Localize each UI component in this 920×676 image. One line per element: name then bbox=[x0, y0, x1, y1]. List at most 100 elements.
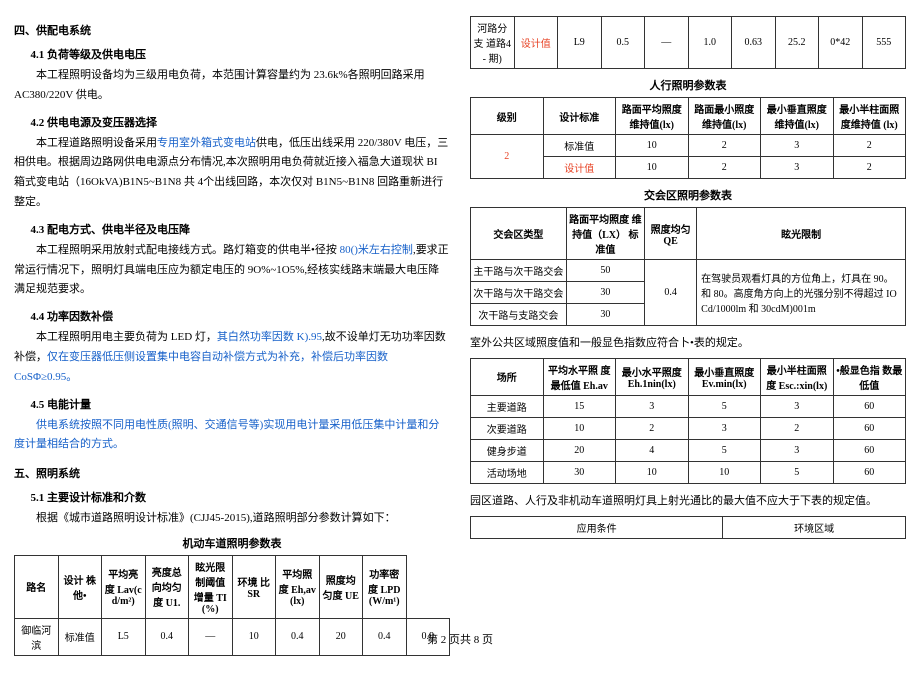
td: 5 bbox=[761, 461, 834, 483]
td: 2 bbox=[833, 135, 906, 157]
td: 设计值 bbox=[543, 157, 616, 179]
blue-text: 80()米左右控制 bbox=[340, 244, 413, 256]
td: 2 bbox=[833, 157, 906, 179]
td: 5 bbox=[688, 439, 761, 461]
td: 健身步道 bbox=[471, 439, 544, 461]
td: 10 bbox=[543, 417, 616, 439]
td: 25.2 bbox=[775, 17, 819, 69]
page-footer: 第 2 页共 8 页 bbox=[0, 631, 920, 647]
td: 30 bbox=[566, 282, 644, 304]
td: 5 bbox=[688, 395, 761, 417]
sub-4-5: 4.5 电能计量 bbox=[14, 396, 450, 412]
td: 2 bbox=[688, 157, 761, 179]
para-after-t4: 园区道路、人行及非机动车道照明灯具上射光通比的最大值不应大于下表的规定值。 bbox=[470, 492, 906, 512]
para-4-3: 本工程照明采用放射式配电接线方式。路灯箱变的供电半•径按 80()米左右控制,要… bbox=[14, 241, 450, 300]
td: 10 bbox=[616, 157, 689, 179]
td: 3 bbox=[761, 135, 834, 157]
td: 555 bbox=[862, 17, 906, 69]
th: 环境 比 SR bbox=[232, 555, 276, 618]
sub-4-3: 4.3 配电方式、供电半径及电压降 bbox=[14, 221, 450, 237]
th: 交会区类型 bbox=[471, 208, 567, 260]
sub-4-4: 4.4 功率因数补偿 bbox=[14, 308, 450, 324]
sub-4-2: 4.2 供电电源及变压器选择 bbox=[14, 114, 450, 130]
td: 3 bbox=[761, 157, 834, 179]
td: 20 bbox=[543, 439, 616, 461]
td: 30 bbox=[566, 304, 644, 326]
sub-5-1: 5.1 主要设计标准和介数 bbox=[14, 489, 450, 505]
th: 最小垂直照度 Ev.min(lx) bbox=[688, 358, 761, 395]
motorway-lighting-table-cont: 河路分支 道路4- 期) 设计值 L9 0.5 — 1.0 0.63 25.2 … bbox=[470, 16, 906, 69]
sub-4-1: 4.1 负荷等级及供电电压 bbox=[14, 46, 450, 62]
td: 3 bbox=[616, 395, 689, 417]
th: 最小水平照度 Eh.1nin(lx) bbox=[616, 358, 689, 395]
td: 3 bbox=[688, 417, 761, 439]
para-4-2: 本工程道路照明设备采用专用室外箱式变电站供电，低压出线采用 220/380V 电… bbox=[14, 134, 450, 213]
th: 平均水平照 度最低值 Eh.av bbox=[543, 358, 616, 395]
td: 活动场地 bbox=[471, 461, 544, 483]
td: 2 bbox=[761, 417, 834, 439]
table-1-title: 机动车道照明参数表 bbox=[14, 535, 450, 551]
ulor-table: 应用条件 环境区域 bbox=[470, 516, 906, 539]
th: 路面平均照度 维持值（LX） 标准值 bbox=[566, 208, 644, 260]
th: 平均照度 Eh,av (lx) bbox=[276, 555, 320, 618]
intersection-lighting-table: 交会区类型 路面平均照度 维持值（LX） 标准值 照度均匀 QE 眩光限制 主干… bbox=[470, 207, 906, 326]
table-3-title: 交会区照明参数表 bbox=[470, 187, 906, 203]
th: 最小半柱面照度维持值 (lx) bbox=[833, 98, 906, 135]
section-4-heading: 四、供配电系统 bbox=[14, 22, 450, 38]
th: 设计标准 bbox=[543, 98, 616, 135]
para-after-t3: 室外公共区域照度值和一般显色指数应符合卜•表的规定。 bbox=[470, 334, 906, 354]
td: 0*42 bbox=[819, 17, 863, 69]
td: 10 bbox=[616, 461, 689, 483]
th: 平均亮度 Lav(cd/m²) bbox=[102, 555, 146, 618]
pedestrian-lighting-table: 级别 设计标准 路面平均照度 维持值(lx) 路面最小照度 维持值(lx) 最小… bbox=[470, 97, 906, 179]
td: 河路分支 道路4- 期) bbox=[471, 17, 515, 69]
td: 2 bbox=[616, 417, 689, 439]
td: 0.5 bbox=[601, 17, 645, 69]
t: 本工程照明用电主要负荷为 LED 灯， bbox=[36, 331, 217, 343]
td: 15 bbox=[543, 395, 616, 417]
td: 设计值 bbox=[514, 17, 558, 69]
section-5-heading: 五、照明系统 bbox=[14, 465, 450, 481]
th: 路面平均照度 维持值(lx) bbox=[616, 98, 689, 135]
td: 3 bbox=[761, 395, 834, 417]
blue-text: 仅在变压器低压侧设置集中电容自动补偿方式为补充，补偿后功率因数 CoSΦ≥0.9… bbox=[14, 351, 388, 383]
t: 本工程道路照明设备采用 bbox=[36, 137, 157, 149]
table-2-title: 人行照明参数表 bbox=[470, 77, 906, 93]
th: 最小垂直照度 维持值(lx) bbox=[761, 98, 834, 135]
td: 主干路与次干路交会 bbox=[471, 260, 567, 282]
th: 眩光限制 bbox=[697, 208, 906, 260]
td: 2 bbox=[688, 135, 761, 157]
td: 60 bbox=[833, 439, 906, 461]
td: 50 bbox=[566, 260, 644, 282]
th: 照度均匀 QE bbox=[644, 208, 696, 260]
td: 60 bbox=[833, 417, 906, 439]
para-4-4: 本工程照明用电主要负荷为 LED 灯，其白然功率因数 K).95,故不设单灯无功… bbox=[14, 328, 450, 387]
th: 功率密度 LPD (W/m¹) bbox=[363, 555, 407, 618]
para-4-5: 供电系统按照不同用电性质(照明、交通信号等)实现用电计量采用低压集中计量和分度计… bbox=[14, 416, 450, 456]
td: — bbox=[645, 17, 689, 69]
td: 10 bbox=[616, 135, 689, 157]
outdoor-area-table: 场所 平均水平照 度最低值 Eh.av 最小水平照度 Eh.1nin(lx) 最… bbox=[470, 358, 906, 484]
td: 10 bbox=[688, 461, 761, 483]
td: 0.4 bbox=[644, 260, 696, 326]
th: 路面最小照度 维持值(lx) bbox=[688, 98, 761, 135]
td: 次干路与次干路交会 bbox=[471, 282, 567, 304]
td: 4 bbox=[616, 439, 689, 461]
td: 主要道路 bbox=[471, 395, 544, 417]
td: 环境区域 bbox=[723, 516, 906, 538]
th: 场所 bbox=[471, 358, 544, 395]
blue-text: 其白然功率因数 K).95 bbox=[217, 331, 322, 343]
td: 次干路与支路交会 bbox=[471, 304, 567, 326]
td: 60 bbox=[833, 395, 906, 417]
td: 标准值 bbox=[543, 135, 616, 157]
td: 1.0 bbox=[688, 17, 732, 69]
th: 路名 bbox=[15, 555, 59, 618]
blue-text: 专用室外箱式变电站 bbox=[157, 137, 256, 149]
th: 级别 bbox=[471, 98, 544, 135]
th: 亮度总 向均匀 度 U1. bbox=[145, 555, 189, 618]
para-4-1: 本工程照明设备均为三级用电负荷，本范围计算容量约为 23.6k%各照明回路采用 … bbox=[14, 66, 450, 106]
th: 眩光限制阈值 增量 TI(%) bbox=[189, 555, 233, 618]
td: 3 bbox=[761, 439, 834, 461]
td: L9 bbox=[558, 17, 602, 69]
td: 在驾驶员观看灯具的方位角上，灯具在 90。和 80。高度角方向上的光强分别不得超… bbox=[697, 260, 906, 326]
